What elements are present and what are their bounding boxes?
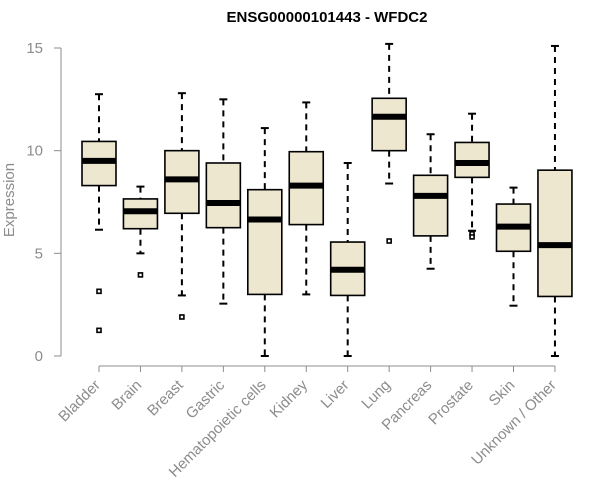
box-pancreas — [412, 174, 449, 237]
box-hematopoietic-cells — [247, 188, 283, 296]
outlier-point — [96, 288, 102, 295]
box-prostate — [454, 141, 490, 179]
y-tick-label: 5 — [35, 245, 43, 262]
box-gastric — [205, 162, 242, 229]
x-tick-label: Kidney — [267, 376, 312, 421]
outlier-point — [179, 314, 185, 320]
outlier-point — [96, 327, 102, 334]
x-tick-label: Skin — [486, 377, 519, 410]
x-tick-label: Bladder — [55, 377, 104, 426]
x-tick-label: Lung — [358, 377, 394, 413]
x-tick-label: Breast — [144, 376, 187, 419]
y-tick-label: 15 — [26, 40, 43, 57]
box-lung — [371, 97, 407, 152]
outlier-point — [386, 238, 392, 244]
x-tick-label: Prostate — [425, 377, 477, 429]
outlier-point — [137, 272, 144, 278]
x-tick-label: Liver — [318, 377, 353, 412]
x-tick-label: Brain — [108, 377, 145, 414]
y-tick-label: 0 — [35, 348, 43, 365]
box-unknown-other — [537, 169, 573, 298]
outlier-point — [469, 234, 475, 240]
chart-title: ENSG00000101443 - WFDC2 — [227, 9, 428, 26]
y-tick-label: 10 — [26, 143, 43, 160]
y-axis-label: Expression — [1, 163, 18, 237]
